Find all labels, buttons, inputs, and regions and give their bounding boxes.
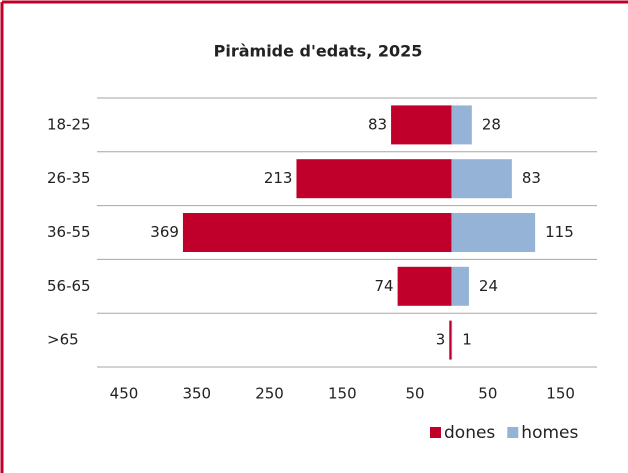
legend-label: homes bbox=[521, 423, 578, 443]
data-label: 369 bbox=[150, 223, 179, 241]
data-label: 213 bbox=[264, 169, 293, 187]
y-tick-label: 26-35 bbox=[47, 169, 91, 187]
x-tick-label: 350 bbox=[182, 385, 211, 403]
data-label: 28 bbox=[482, 115, 501, 133]
bar bbox=[451, 159, 512, 199]
data-label: 83 bbox=[368, 115, 387, 133]
legend-label: dones bbox=[444, 423, 495, 443]
data-label: 115 bbox=[545, 223, 574, 241]
bar bbox=[397, 266, 452, 306]
bar bbox=[451, 105, 472, 145]
x-tick-label: 150 bbox=[328, 385, 357, 403]
bar bbox=[451, 266, 469, 306]
data-label: 83 bbox=[522, 169, 541, 187]
y-tick-label: 56-65 bbox=[47, 277, 91, 295]
y-tick-label: 36-55 bbox=[47, 223, 91, 241]
bar bbox=[451, 213, 536, 252]
x-tick-label: 50 bbox=[478, 385, 497, 403]
bar bbox=[182, 213, 452, 252]
bar bbox=[296, 159, 452, 199]
y-tick-label: 18-25 bbox=[47, 115, 91, 133]
legend-swatch bbox=[430, 427, 441, 438]
x-tick-label: 50 bbox=[406, 385, 425, 403]
y-tick-label: >65 bbox=[47, 331, 79, 349]
x-tick-label: 250 bbox=[255, 385, 284, 403]
data-label: 1 bbox=[462, 331, 472, 349]
data-label: 74 bbox=[375, 277, 394, 295]
data-label: 24 bbox=[479, 277, 498, 295]
legend-swatch bbox=[507, 427, 519, 438]
x-tick-label: 150 bbox=[546, 385, 575, 403]
bar bbox=[391, 105, 452, 145]
bar bbox=[451, 320, 453, 360]
bar bbox=[449, 320, 452, 360]
x-tick-label: 450 bbox=[110, 385, 139, 403]
chart-title: Piràmide d'edats, 2025 bbox=[214, 42, 423, 61]
data-label: 3 bbox=[436, 331, 446, 349]
